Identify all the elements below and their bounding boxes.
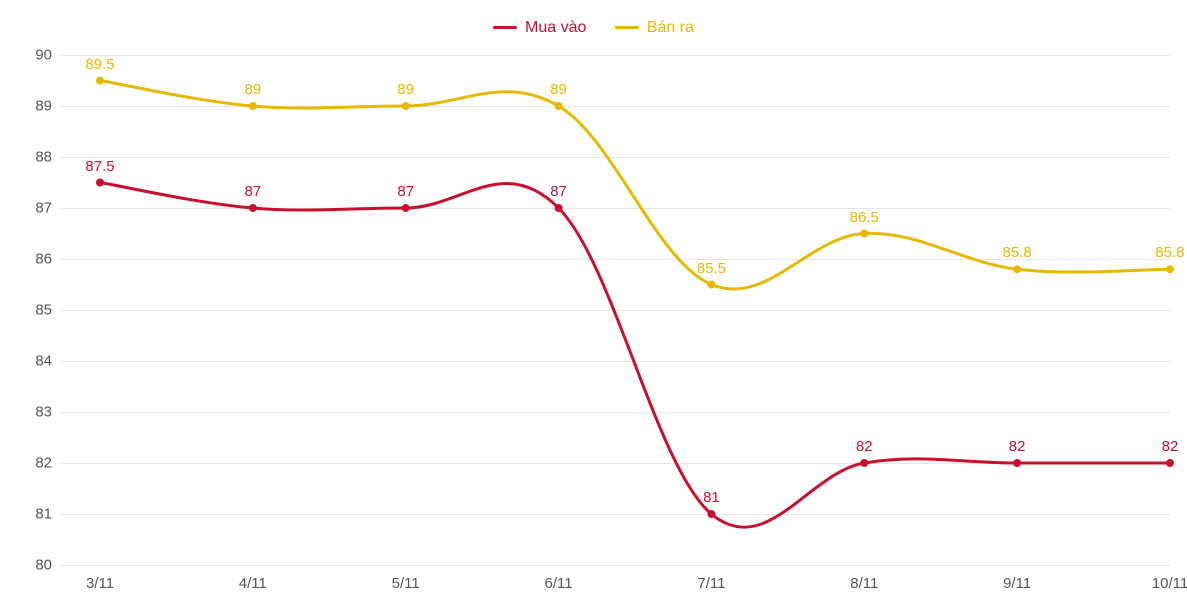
data-point bbox=[1013, 459, 1021, 467]
plot-area bbox=[0, 0, 1187, 612]
data-label: 87 bbox=[550, 183, 567, 200]
data-point bbox=[96, 179, 104, 187]
data-point bbox=[1166, 459, 1174, 467]
data-label: 87 bbox=[245, 183, 262, 200]
data-label: 89 bbox=[245, 81, 262, 98]
data-point bbox=[402, 102, 410, 110]
data-label: 82 bbox=[856, 438, 873, 455]
data-label: 81 bbox=[703, 489, 720, 506]
data-label: 87 bbox=[397, 183, 414, 200]
data-point bbox=[555, 204, 563, 212]
data-label: 85.8 bbox=[1003, 244, 1032, 261]
data-point bbox=[860, 230, 868, 238]
data-label: 89 bbox=[550, 81, 567, 98]
data-label: 89.5 bbox=[85, 56, 114, 73]
price-chart: Mua vào Bán ra 8081828384858687888990 3/… bbox=[0, 0, 1187, 612]
data-label: 85.5 bbox=[697, 260, 726, 277]
chart-lines bbox=[0, 0, 1187, 612]
data-point bbox=[249, 102, 257, 110]
data-label: 85.8 bbox=[1155, 244, 1184, 261]
series-line bbox=[100, 183, 1170, 528]
data-point bbox=[96, 77, 104, 85]
data-point bbox=[860, 459, 868, 467]
data-point bbox=[707, 281, 715, 289]
data-point bbox=[249, 204, 257, 212]
data-label: 82 bbox=[1009, 438, 1026, 455]
data-label: 86.5 bbox=[850, 209, 879, 226]
data-label: 82 bbox=[1162, 438, 1179, 455]
data-label: 87.5 bbox=[85, 158, 114, 175]
data-point bbox=[1013, 265, 1021, 273]
data-point bbox=[402, 204, 410, 212]
data-point bbox=[555, 102, 563, 110]
data-label: 89 bbox=[397, 81, 414, 98]
data-point bbox=[1166, 265, 1174, 273]
data-point bbox=[707, 510, 715, 518]
